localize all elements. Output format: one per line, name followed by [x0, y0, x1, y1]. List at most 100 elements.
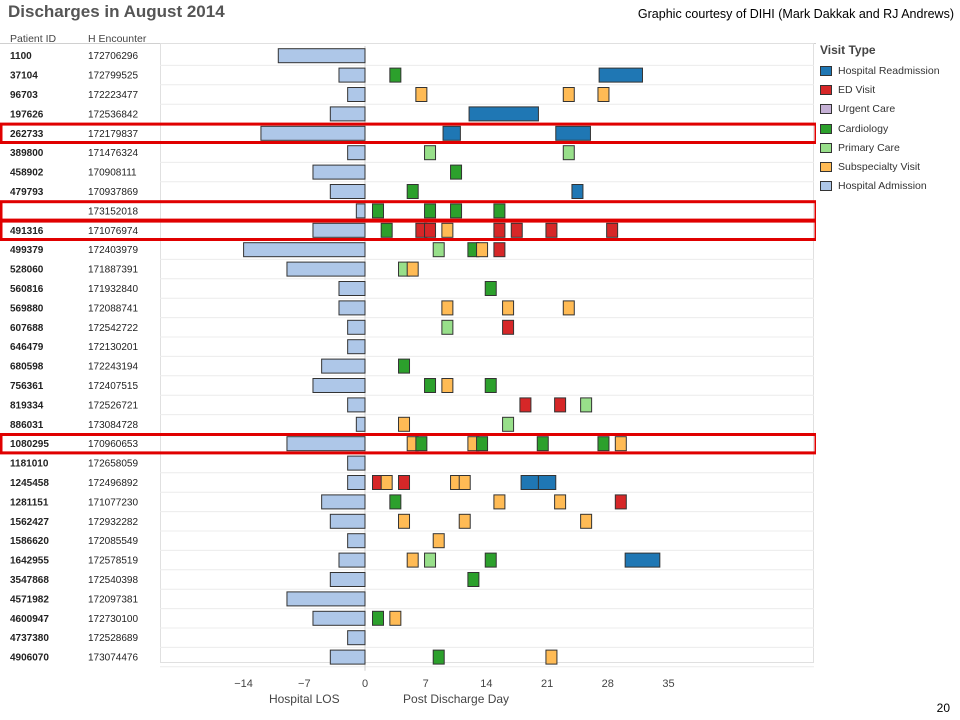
- highlight-box: [0, 122, 816, 144]
- x-tick-label: 14: [480, 678, 492, 690]
- encounter-label: 172730100: [88, 614, 138, 625]
- visit-marker: [580, 397, 593, 413]
- los-bar: [338, 281, 366, 296]
- visit-marker: [502, 416, 515, 432]
- legend-swatch: [820, 84, 832, 95]
- encounter-label: 173074476: [88, 653, 138, 664]
- patient-id-label: 4906070: [10, 653, 49, 664]
- los-bar: [312, 378, 366, 393]
- visit-marker: [536, 436, 549, 452]
- visit-marker: [493, 203, 506, 219]
- encounter-label: 172706296: [88, 51, 138, 62]
- encounter-label: 173084728: [88, 420, 138, 431]
- visit-marker: [484, 378, 497, 393]
- los-bar: [243, 242, 366, 258]
- visit-marker: [441, 378, 454, 393]
- patient-id-label: 886031: [10, 420, 44, 431]
- page-title: Discharges in August 2014: [8, 2, 225, 21]
- legend-swatch: [820, 162, 832, 173]
- visit-marker: [432, 242, 445, 258]
- visit-marker: [424, 378, 437, 393]
- credit-text: Graphic courtesy of DIHI (Mark Dakkak an…: [637, 7, 954, 21]
- legend-label: Cardiology: [838, 122, 889, 135]
- encounter-label: 172932282: [88, 517, 138, 528]
- encounter-label: 172223477: [88, 90, 138, 101]
- patient-id-label: 1642955: [10, 556, 49, 567]
- patient-id-label: 499379: [10, 245, 44, 256]
- legend-item: Cardiology: [820, 119, 940, 138]
- encounter-label: 173152018: [88, 206, 138, 217]
- encounter-label: 171476324: [88, 148, 138, 159]
- visit-marker: [545, 222, 558, 238]
- readmission-bar: [624, 552, 661, 568]
- los-bar: [329, 106, 366, 122]
- los-bar: [312, 610, 366, 626]
- encounter-label: 172542722: [88, 323, 138, 334]
- visit-marker: [406, 261, 419, 277]
- los-bar: [286, 436, 366, 452]
- legend-label: Hospital Admission: [838, 180, 927, 193]
- legend-label: Primary Care: [838, 141, 900, 154]
- legend-swatch: [820, 181, 832, 192]
- legend-label: Hospital Readmission: [838, 64, 940, 77]
- visit-marker: [406, 552, 419, 568]
- visit-marker: [614, 436, 627, 452]
- patient-id-label: 1181010: [10, 459, 49, 470]
- visit-marker: [380, 475, 393, 490]
- visit-marker: [406, 184, 419, 199]
- patient-id-label: 4571982: [10, 594, 49, 605]
- los-bar: [355, 416, 366, 432]
- patient-id-label: 1281151: [10, 497, 49, 508]
- visit-marker: [562, 87, 575, 102]
- patient-id-label: 1100: [10, 51, 32, 62]
- readmission-bar: [520, 475, 539, 490]
- encounter-label: 172097381: [88, 594, 138, 605]
- patient-id-label: 3547868: [10, 575, 49, 586]
- visit-marker: [614, 494, 627, 510]
- patient-id-label: 4737380: [10, 633, 49, 644]
- encounter-label: 172799525: [88, 71, 138, 82]
- visit-marker: [432, 533, 445, 549]
- visit-marker: [380, 222, 393, 238]
- encounter-label: 172526721: [88, 400, 138, 411]
- patient-id-label: 528060: [10, 265, 44, 276]
- x-tick-label: −14: [234, 678, 253, 690]
- page-number: 20: [936, 701, 950, 715]
- visit-marker: [493, 242, 506, 258]
- legend-label: ED Visit: [838, 83, 876, 96]
- visit-marker: [441, 300, 454, 316]
- encounter-label: 171077230: [88, 497, 138, 508]
- visit-marker: [415, 436, 428, 452]
- patient-id-label: 37104: [10, 71, 38, 82]
- visit-marker: [562, 300, 575, 316]
- los-bar: [321, 494, 366, 510]
- los-bar: [329, 649, 366, 665]
- encounter-label: 171932840: [88, 284, 138, 295]
- los-bar: [338, 67, 366, 83]
- visit-marker: [554, 397, 567, 413]
- los-bar: [347, 339, 366, 355]
- patient-id-label: 1562427: [10, 517, 49, 528]
- los-bar: [347, 455, 366, 471]
- visit-marker: [562, 145, 575, 161]
- x-tick-label: 0: [362, 678, 368, 690]
- x-axis-title-los: Hospital LOS: [269, 692, 340, 706]
- los-bar: [260, 125, 366, 141]
- visit-marker: [372, 203, 385, 219]
- visit-marker: [389, 494, 402, 510]
- los-bar: [312, 222, 366, 238]
- los-bar: [321, 358, 366, 374]
- visit-marker: [484, 281, 497, 296]
- legend-swatch: [820, 142, 832, 153]
- patient-id-label: 646479: [10, 342, 44, 353]
- visit-marker: [493, 494, 506, 510]
- patient-id-label: 560816: [10, 284, 44, 295]
- encounter-label: 172658059: [88, 459, 138, 470]
- visit-marker: [484, 552, 497, 568]
- visit-marker: [571, 184, 584, 199]
- visit-marker: [398, 358, 411, 374]
- highlight-box: [0, 433, 816, 455]
- visit-marker: [458, 513, 471, 529]
- patient-id-label: 491316: [10, 226, 44, 237]
- los-bar: [277, 48, 366, 64]
